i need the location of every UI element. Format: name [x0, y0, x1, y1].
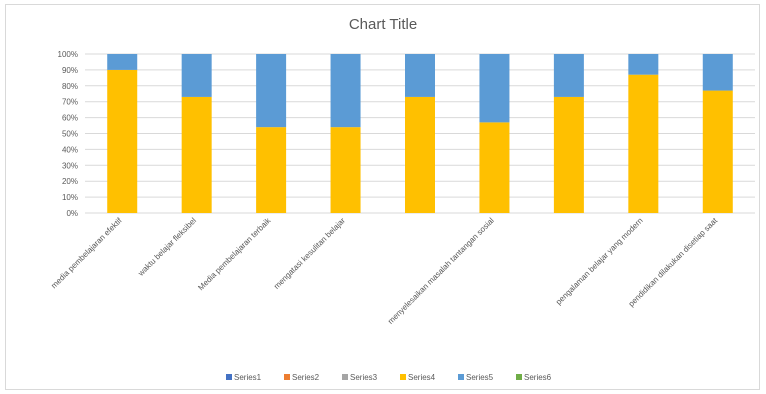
bar-segment-series5	[256, 54, 287, 128]
bar-segment-series4	[405, 96, 435, 213]
y-tick-label: 20%	[62, 177, 78, 186]
y-tick-label: 90%	[62, 66, 78, 75]
bar-segment-series5	[628, 54, 659, 75]
legend-swatch	[458, 374, 464, 380]
y-tick-label: 10%	[62, 193, 78, 202]
bar-segment-series4	[181, 96, 212, 213]
y-tick-label: 50%	[62, 130, 78, 139]
legend-label: Series6	[524, 373, 552, 382]
x-category-label: mengatasi kesulitan belajar	[272, 216, 347, 291]
bar-segment-series5	[479, 54, 510, 123]
y-tick-label: 30%	[62, 161, 78, 170]
bar-segment-series4	[702, 90, 733, 213]
legend-swatch	[226, 374, 232, 380]
bar-segment-series4	[553, 96, 584, 213]
legend-label: Series3	[350, 373, 378, 382]
bar-segment-series4	[107, 69, 138, 214]
x-category-label: pengalaman belajar yang modern	[554, 216, 645, 307]
x-category-label: Media pembelajaran terbaik	[196, 215, 273, 292]
legend-swatch	[342, 374, 348, 380]
legend-swatch	[400, 374, 406, 380]
x-category-label: media pembelajaran efektif	[49, 216, 124, 291]
bar-segment-series4	[330, 127, 361, 213]
y-tick-label: 100%	[58, 50, 78, 59]
legend-label: Series5	[466, 373, 494, 382]
bar-segment-series4	[256, 127, 287, 213]
x-category-label: menyelesaikan masalah tantangan sosial	[386, 216, 496, 326]
legend-label: Series4	[408, 373, 436, 382]
y-tick-label: 70%	[62, 98, 78, 107]
y-tick-label: 40%	[62, 145, 78, 154]
bar-segment-series5	[702, 54, 733, 91]
bar-segment-series5	[181, 54, 212, 97]
bar-segment-series5	[405, 54, 435, 97]
bar-segment-series5	[107, 54, 138, 70]
bar-segment-series4	[628, 74, 659, 213]
bar-segment-series5	[330, 54, 361, 128]
legend-swatch	[516, 374, 522, 380]
legend-label: Series1	[234, 373, 262, 382]
chart-title: Chart Title	[348, 16, 418, 33]
legend-label: Series2	[292, 373, 320, 382]
legend-swatch	[284, 374, 290, 380]
bar-segment-series4	[479, 122, 510, 213]
x-category-label: pendidikan dilakukan disetiap saat	[627, 216, 720, 309]
x-category-label: waktu belajar fleksibel	[136, 216, 199, 279]
y-tick-label: 80%	[62, 82, 78, 91]
bar-segment-series5	[553, 54, 584, 97]
y-tick-label: 60%	[62, 114, 78, 123]
y-tick-label: 0%	[66, 209, 78, 218]
